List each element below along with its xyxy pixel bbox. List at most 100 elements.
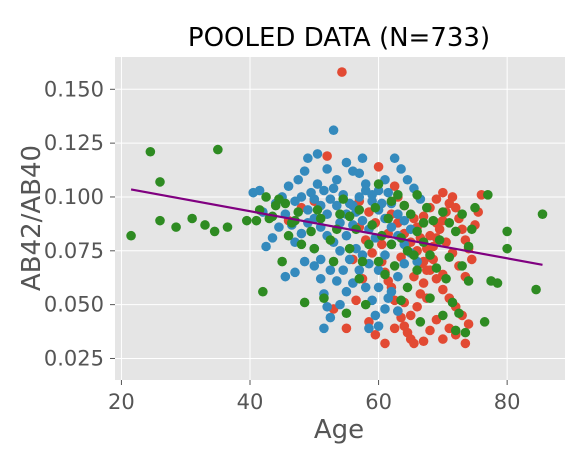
data-point — [393, 190, 403, 200]
data-point — [393, 271, 403, 282]
data-point — [319, 293, 329, 303]
data-point — [290, 267, 300, 278]
data-point — [425, 325, 435, 336]
data-point — [409, 338, 419, 349]
data-point — [396, 164, 406, 174]
data-point — [425, 250, 435, 260]
data-point — [463, 276, 474, 286]
data-point — [258, 286, 268, 297]
data-point — [338, 194, 349, 204]
data-point — [315, 254, 326, 265]
data-point — [460, 338, 471, 349]
data-point — [376, 239, 387, 250]
data-point — [492, 278, 503, 288]
data-point — [354, 265, 365, 275]
data-point — [373, 162, 384, 172]
y-tick-label: 0.075 — [44, 239, 104, 263]
data-point — [463, 319, 474, 329]
data-point — [267, 233, 278, 243]
y-tick-label: 0.125 — [44, 131, 104, 155]
data-point — [344, 243, 355, 254]
data-point — [418, 278, 429, 288]
data-point — [373, 321, 384, 331]
data-point — [335, 246, 345, 256]
data-point — [315, 213, 326, 224]
data-point — [393, 306, 403, 316]
data-point — [280, 271, 291, 282]
data-point — [328, 256, 339, 267]
data-point — [537, 209, 548, 219]
data-point — [405, 310, 416, 321]
data-point — [466, 224, 477, 235]
data-point — [331, 174, 342, 185]
data-point — [399, 200, 410, 211]
data-point — [213, 144, 223, 155]
data-point — [434, 235, 445, 245]
data-point — [328, 125, 339, 136]
data-point — [325, 265, 336, 275]
data-point — [338, 265, 349, 275]
data-point — [367, 248, 377, 258]
y-tick-label: 0.050 — [44, 293, 104, 317]
data-point — [337, 67, 347, 77]
data-point — [389, 181, 400, 191]
data-point — [466, 254, 477, 265]
data-point — [331, 200, 342, 211]
data-point — [306, 226, 316, 237]
data-point — [438, 207, 448, 217]
data-point — [380, 304, 390, 314]
data-point — [444, 218, 455, 228]
data-point — [386, 222, 397, 232]
data-point — [450, 325, 461, 336]
data-point — [348, 166, 358, 176]
data-point — [447, 192, 458, 202]
data-point — [383, 213, 394, 224]
y-axis-ticks: 0.025 0.050 0.075 0.100 0.125 0.150 — [44, 77, 115, 370]
data-point — [373, 256, 384, 267]
data-point — [402, 246, 413, 256]
data-point — [354, 273, 365, 284]
data-point — [457, 209, 467, 219]
data-point — [360, 299, 371, 310]
y-tick-label: 0.025 — [44, 346, 104, 370]
data-point — [312, 205, 323, 215]
data-point — [325, 312, 336, 323]
data-point — [248, 187, 259, 198]
trend-line-group — [130, 188, 543, 266]
x-tick-label: 20 — [108, 390, 135, 414]
data-point — [331, 276, 342, 286]
data-point — [402, 282, 413, 293]
data-point — [354, 192, 365, 202]
data-point — [364, 239, 374, 250]
data-point — [315, 273, 326, 284]
x-axis-ticks: 20 40 60 80 — [108, 380, 521, 414]
data-point — [438, 310, 448, 321]
data-point — [309, 261, 320, 271]
data-point — [283, 230, 294, 241]
data-point — [354, 205, 365, 215]
data-point — [344, 254, 355, 265]
data-point — [383, 293, 394, 303]
data-point — [344, 211, 355, 222]
data-point — [155, 215, 165, 226]
data-point — [209, 226, 220, 237]
data-point — [367, 220, 377, 230]
data-point — [454, 308, 464, 319]
data-point — [325, 235, 336, 245]
data-point — [299, 256, 310, 267]
data-point — [341, 323, 352, 334]
data-point — [322, 301, 332, 312]
data-point — [441, 273, 451, 284]
data-point — [341, 230, 352, 241]
data-point — [470, 202, 480, 213]
data-point — [418, 218, 429, 228]
data-point — [296, 239, 307, 250]
data-point — [293, 207, 304, 217]
data-point — [373, 179, 384, 189]
data-point — [393, 209, 403, 219]
data-point — [222, 222, 233, 232]
data-point — [370, 329, 381, 340]
data-point — [428, 215, 439, 226]
data-point — [438, 187, 448, 198]
y-axis-label: AB42/AB40 — [17, 145, 47, 291]
